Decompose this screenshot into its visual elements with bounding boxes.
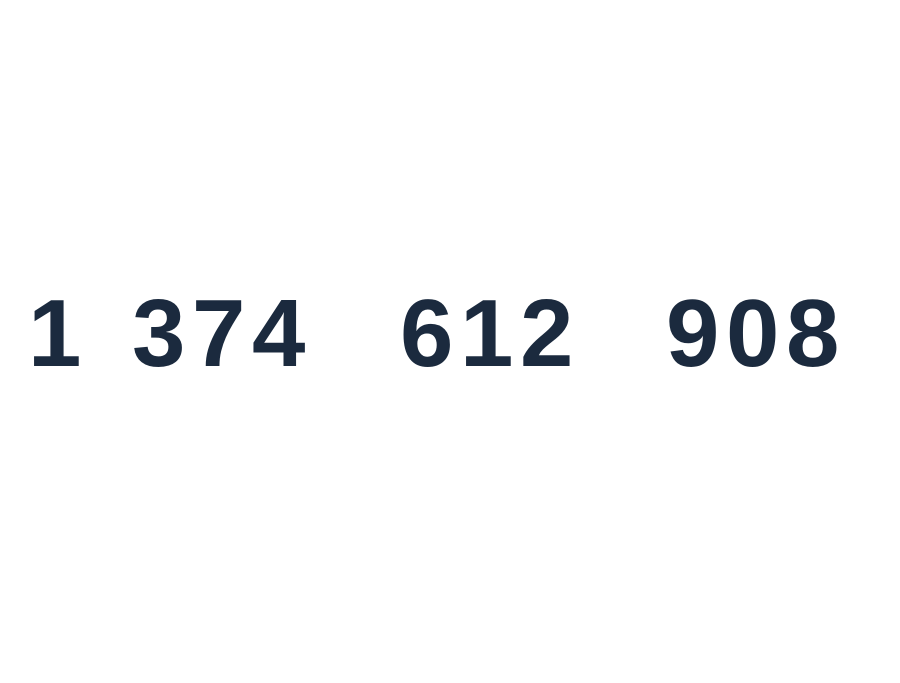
digit-group-2: 3 7 4 (132, 280, 306, 387)
digit: 3 (132, 280, 186, 387)
digit-group-1: 1 (28, 280, 82, 387)
number-display: 1 3 7 4 6 1 2 9 0 8 (0, 284, 900, 384)
digit: 9 (666, 280, 720, 387)
digit-group-3: 6 1 2 (400, 280, 574, 387)
digit: 1 (28, 280, 82, 387)
digit: 4 (252, 280, 306, 387)
digit: 8 (786, 280, 840, 387)
digit: 0 (726, 280, 780, 387)
digit: 1 (460, 280, 514, 387)
digit: 6 (400, 280, 454, 387)
digit: 7 (192, 280, 246, 387)
digit: 2 (520, 280, 574, 387)
digit-group-4: 9 0 8 (666, 280, 840, 387)
